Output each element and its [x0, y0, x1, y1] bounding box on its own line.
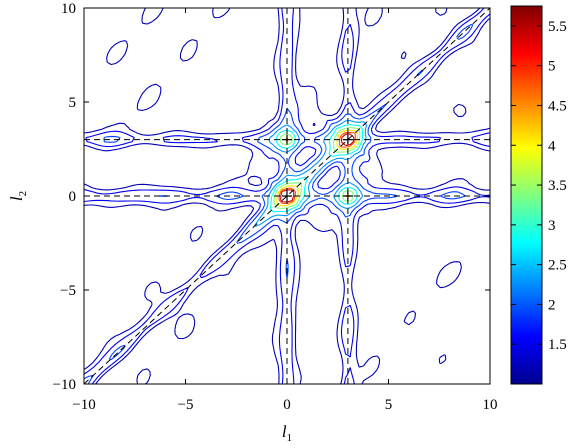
colorbar-tick-label: 1.5: [548, 337, 567, 353]
peak-markers: [282, 134, 353, 201]
dashed-line-diagonal-4: [84, 8, 490, 384]
y-tick-label: −10: [53, 377, 76, 393]
x-tick-label: −5: [178, 397, 194, 413]
colorbar-tick-label: 3.5: [548, 178, 567, 194]
colorbar-tick-label: 2.5: [548, 258, 567, 274]
x-tick-label: 0: [283, 397, 291, 413]
y-axis-label: l2: [7, 191, 29, 201]
colorbar-tick-label: 5.5: [548, 19, 567, 35]
y-tick-label: 0: [69, 189, 77, 205]
y-tick-label: 5: [69, 95, 77, 111]
peak-marker-0: [282, 191, 292, 201]
x-axis-label: l1: [282, 422, 292, 444]
colorbar-tick-label: 4: [548, 138, 556, 154]
colorbar-tick-label: 4.5: [548, 98, 567, 114]
x-axis-ticks: −10 −5 0 5 10: [72, 8, 498, 413]
peak-marker-2: [282, 134, 292, 145]
contour-level-6: [276, 129, 359, 207]
colorbar: [510, 5, 543, 385]
x-tick-label: 5: [385, 397, 393, 413]
y-axis-ticks: −10 −5 0 5 10: [53, 1, 490, 393]
y-tick-label: 10: [61, 1, 76, 17]
peak-marker-3: [342, 191, 353, 201]
x-tick-label: 10: [483, 397, 498, 413]
colorbar-ticks: 1.5 2 2.5 3 3.5 4 4.5 5 5.5: [511, 19, 567, 353]
contour-lines: [84, 8, 490, 384]
x-tick-label: −10: [72, 397, 95, 413]
y-tick-label: −5: [60, 283, 76, 299]
colorbar-tick-label: 5: [548, 59, 556, 75]
peak-marker-1: [342, 134, 353, 145]
contour-level-0: [84, 8, 490, 384]
colorbar-tick-label: 3: [548, 218, 556, 234]
colorbar-tick-label: 2: [548, 297, 556, 313]
